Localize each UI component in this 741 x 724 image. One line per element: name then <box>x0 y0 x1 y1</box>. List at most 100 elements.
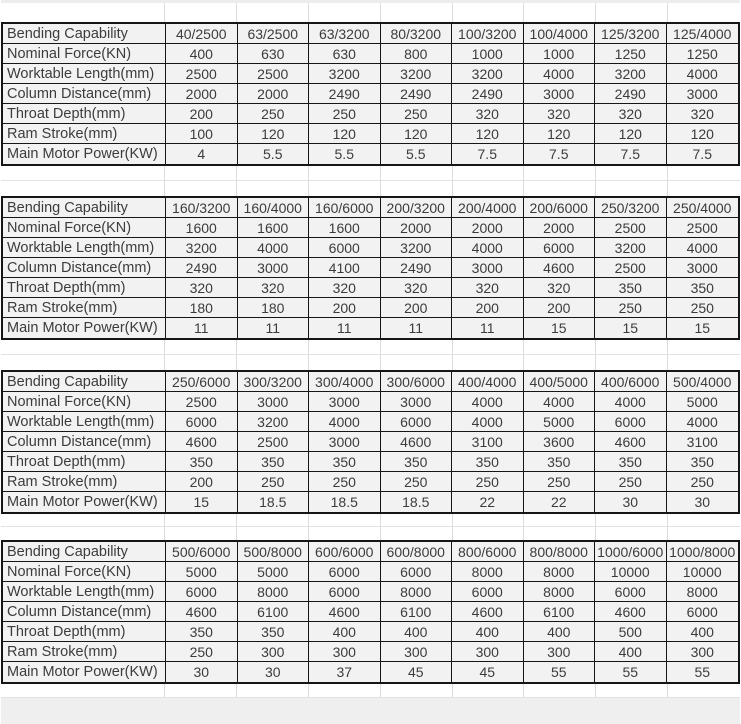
value-cell: 400 <box>380 622 452 642</box>
gridline-cell <box>236 166 309 181</box>
value-cell: 11 <box>166 318 238 338</box>
gridline-cell <box>524 684 597 697</box>
bending-capability-header-cell: Bending Capability <box>3 542 166 562</box>
bottom-partial-row <box>1 697 740 724</box>
value-cell: 4000 <box>452 392 524 412</box>
value-cell: 350 <box>595 452 667 472</box>
value-cell: 11 <box>452 318 524 338</box>
value-cell: 350 <box>309 452 381 472</box>
value-cell: 4100 <box>309 258 381 278</box>
gridline-cell <box>452 684 525 697</box>
model-header-cell: 125/3200 <box>595 24 667 44</box>
value-cell: 2000 <box>380 218 452 238</box>
value-cell: 4600 <box>595 432 667 452</box>
gridline-cell <box>236 355 309 370</box>
gridline-cell <box>668 527 740 540</box>
value-cell: 6000 <box>523 238 595 258</box>
gridline-cell <box>668 514 740 527</box>
value-cell: 30 <box>166 662 238 682</box>
value-cell: 4600 <box>380 432 452 452</box>
value-cell: 3000 <box>380 392 452 412</box>
value-cell: 300 <box>452 642 524 662</box>
value-cell: 1000 <box>452 44 524 64</box>
value-cell: 2490 <box>452 84 524 104</box>
value-cell: 200 <box>309 298 381 318</box>
value-cell: 250 <box>595 298 667 318</box>
gridline-cell <box>236 514 309 527</box>
value-cell: 7.5 <box>666 144 738 164</box>
gridline-cell <box>596 166 669 181</box>
value-cell: 350 <box>666 452 738 472</box>
gridline-cell <box>596 684 669 697</box>
value-cell: 6000 <box>309 562 381 582</box>
value-cell: 8000 <box>523 562 595 582</box>
gridline-cell <box>236 3 309 22</box>
gridline-cell <box>596 181 669 196</box>
row-label-cell: Column Distance(mm) <box>3 258 166 278</box>
value-cell: 1600 <box>309 218 381 238</box>
value-cell: 30 <box>666 492 738 512</box>
row-label-cell: Throat Depth(mm) <box>3 278 166 298</box>
value-cell: 3000 <box>237 258 309 278</box>
value-cell: 400 <box>309 622 381 642</box>
gridline-cell <box>308 166 381 181</box>
value-cell: 6100 <box>380 602 452 622</box>
row-label-cell: Nominal Force(KN) <box>3 562 166 582</box>
bending-capability-header-cell: Bending Capability <box>3 372 166 392</box>
value-cell: 5.5 <box>380 144 452 164</box>
value-cell: 250 <box>237 104 309 124</box>
value-cell: 8000 <box>452 562 524 582</box>
value-cell: 4000 <box>523 392 595 412</box>
value-cell: 320 <box>595 104 667 124</box>
model-header-cell: 250/3200 <box>595 198 667 218</box>
bending-capability-header-cell: Bending Capability <box>3 24 166 44</box>
value-cell: 3000 <box>523 84 595 104</box>
value-cell: 120 <box>452 124 524 144</box>
value-cell: 30 <box>237 662 309 682</box>
value-cell: 200 <box>166 472 238 492</box>
value-cell: 3200 <box>595 238 667 258</box>
value-cell: 400 <box>166 44 238 64</box>
value-cell: 11 <box>380 318 452 338</box>
gridline-cell <box>452 527 525 540</box>
value-cell: 350 <box>237 452 309 472</box>
model-header-cell: 400/4000 <box>452 372 524 392</box>
value-cell: 4000 <box>595 392 667 412</box>
gridline-cell <box>380 340 453 355</box>
row-label-cell: Nominal Force(KN) <box>3 218 166 238</box>
gridline-cell <box>524 514 597 527</box>
value-cell: 200 <box>380 298 452 318</box>
value-cell: 320 <box>523 104 595 124</box>
gridline-cell <box>452 514 525 527</box>
model-header-cell: 1000/6000 <box>595 542 667 562</box>
gridline-cell <box>668 340 740 355</box>
model-header-cell: 125/4000 <box>666 24 738 44</box>
gridline-cell <box>452 340 525 355</box>
row-label-cell: Nominal Force(KN) <box>3 44 166 64</box>
value-cell: 120 <box>666 124 738 144</box>
value-cell: 3000 <box>309 432 381 452</box>
gridline-cell <box>524 166 597 181</box>
value-cell: 6000 <box>595 582 667 602</box>
gridline-cell <box>236 684 309 697</box>
spec-table-1: Bending Capability 40/2500 63/2500 63/3200 8… <box>1 22 740 166</box>
value-cell: 4600 <box>452 602 524 622</box>
value-cell: 1250 <box>595 44 667 64</box>
value-cell: 320 <box>309 278 381 298</box>
row-label-cell: Main Motor Power(KW) <box>3 662 166 682</box>
gridline-cell <box>308 684 381 697</box>
value-cell: 8000 <box>523 582 595 602</box>
model-header-cell: 300/3200 <box>237 372 309 392</box>
model-header-cell: 200/4000 <box>452 198 524 218</box>
row-label-cell: Column Distance(mm) <box>3 432 166 452</box>
value-cell: 6000 <box>380 562 452 582</box>
value-cell: 4000 <box>452 412 524 432</box>
gridline-cell <box>524 527 597 540</box>
gridline-cell <box>380 684 453 697</box>
value-cell: 5.5 <box>237 144 309 164</box>
spec-table-3: Bending Capability 250/6000 300/3200 300/40… <box>1 370 740 514</box>
value-cell: 120 <box>595 124 667 144</box>
model-header-cell: 63/3200 <box>309 24 381 44</box>
value-cell: 400 <box>523 622 595 642</box>
value-cell: 4600 <box>166 602 238 622</box>
